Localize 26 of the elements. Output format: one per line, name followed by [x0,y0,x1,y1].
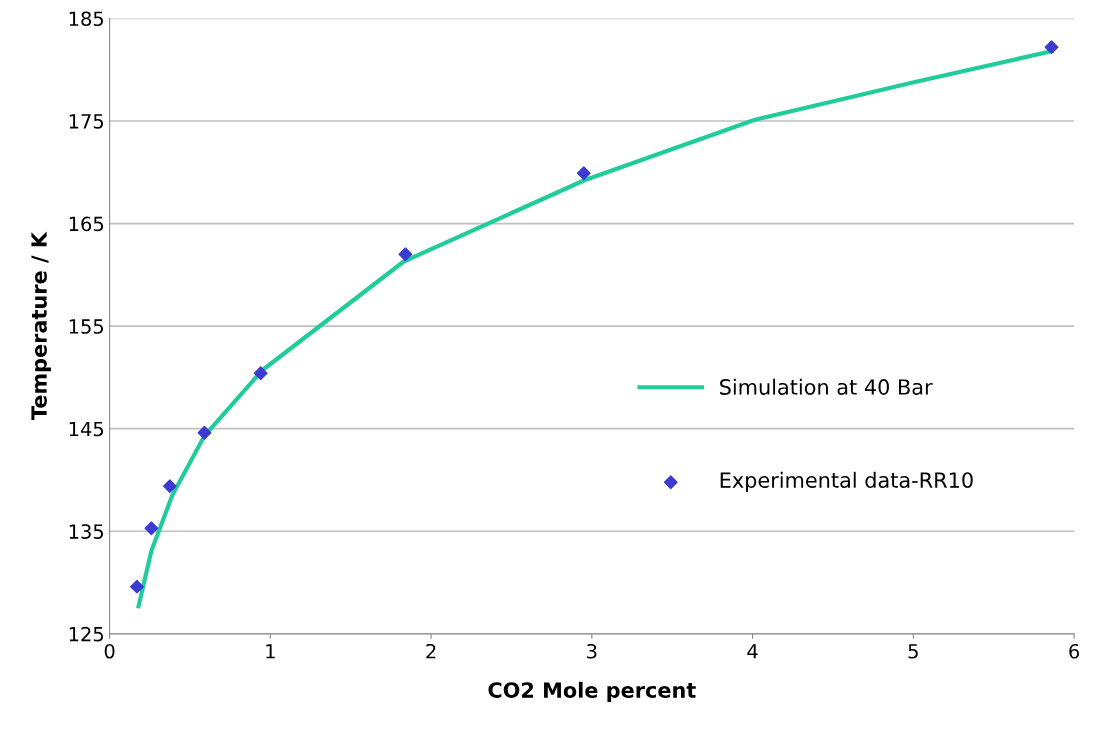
point [162,479,177,494]
y-tick-label: 145 [69,421,104,437]
x-tick-label: 0 [104,643,115,659]
x-tick-label: 2 [426,643,436,659]
point [576,166,591,181]
y-tick-label: 165 [69,216,104,232]
point [253,366,268,381]
y-tick-label: 125 [69,626,104,642]
legend-label: Simulation at 40 Bar [720,378,933,395]
point [144,521,159,536]
x-tick-label: 4 [747,644,758,659]
x-axis-title: CO2 Mole percent [488,681,696,702]
y-tick-label: 175 [69,114,104,129]
y-axis-title: Temperature / K [31,231,51,421]
point [1044,40,1059,55]
x-tick-label: 1 [266,644,275,659]
x-tick-label: 6 [1069,643,1080,659]
point [398,247,413,262]
point [130,579,144,594]
x-tick-label: 5 [908,644,918,659]
y-tick-label: 155 [69,319,104,334]
point [197,425,212,440]
legend-label: Experimental data-RR10 [720,471,973,492]
x-tick-label: 3 [587,643,597,659]
y-tick-label: 135 [69,524,104,539]
y-tick-label: 185 [69,11,104,27]
